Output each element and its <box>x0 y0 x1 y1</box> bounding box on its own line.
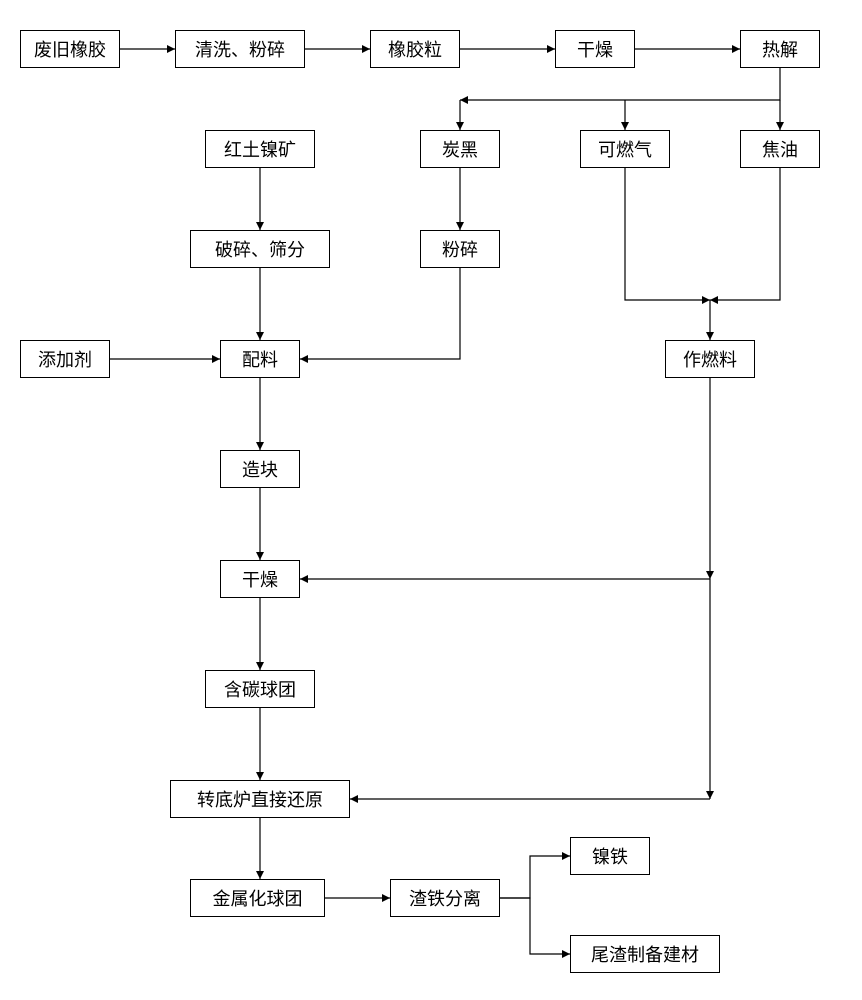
node-combustible-gas: 可燃气 <box>580 130 670 168</box>
node-drying: 干燥 <box>220 560 300 598</box>
node-laterite-ore: 红土镍矿 <box>205 130 315 168</box>
node-pulverize: 粉碎 <box>420 230 500 268</box>
node-dry-rubber: 干燥 <box>555 30 635 68</box>
node-as-fuel: 作燃料 <box>665 340 755 378</box>
node-additive: 添加剂 <box>20 340 110 378</box>
node-agglomeration: 造块 <box>220 450 300 488</box>
node-metallized-pellet: 金属化球团 <box>190 879 325 917</box>
node-carbon-pellet: 含碳球团 <box>205 670 315 708</box>
node-pyrolysis: 热解 <box>740 30 820 68</box>
node-nickel-iron: 镍铁 <box>570 837 650 875</box>
node-rubber-granule: 橡胶粒 <box>370 30 460 68</box>
node-batching: 配料 <box>220 340 300 378</box>
node-tailings-bm: 尾渣制备建材 <box>570 935 720 973</box>
node-tar: 焦油 <box>740 130 820 168</box>
node-carbon-black: 炭黑 <box>420 130 500 168</box>
node-crush-screen: 破碎、筛分 <box>190 230 330 268</box>
node-slag-iron-sep: 渣铁分离 <box>390 879 500 917</box>
node-rhf-reduction: 转底炉直接还原 <box>170 780 350 818</box>
node-wash-crush: 清洗、粉碎 <box>175 30 305 68</box>
node-waste-rubber: 废旧橡胶 <box>20 30 120 68</box>
